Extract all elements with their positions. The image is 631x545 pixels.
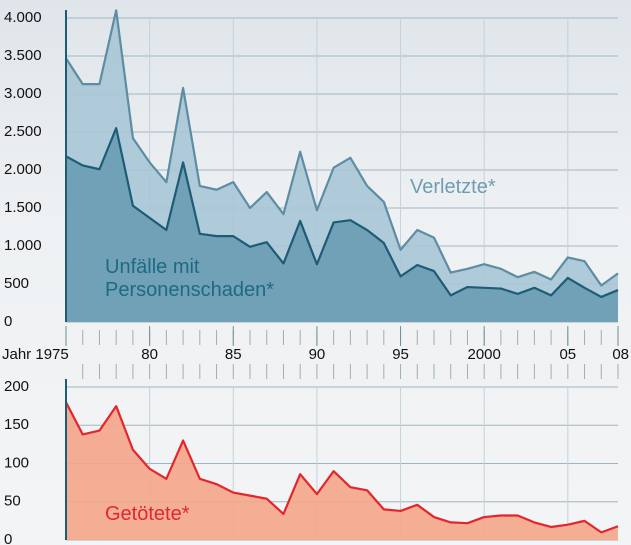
y-tick-label: 0 <box>4 531 12 545</box>
x-tick-label: 05 <box>559 346 576 363</box>
x-tick-label: 90 <box>309 346 326 363</box>
series-label: Verletzte* <box>410 176 560 199</box>
y-tick-label: 3.500 <box>4 47 42 64</box>
x-tick-label: 85 <box>225 346 242 363</box>
y-tick-label: 150 <box>4 416 29 433</box>
y-tick-label: 2.000 <box>4 161 42 178</box>
y-tick-label: 1.000 <box>4 237 42 254</box>
y-tick-label: 1.500 <box>4 199 42 216</box>
y-tick-label: 2.500 <box>4 123 42 140</box>
x-tick-label: 2000 <box>467 346 500 363</box>
y-tick-label: 50 <box>4 493 21 510</box>
x-tick-label: 08 <box>612 346 629 363</box>
series-label: Unfälle mit Personenschaden* <box>105 256 335 302</box>
series-label: Getötete* <box>105 503 255 526</box>
y-tick-label: 500 <box>4 275 29 292</box>
x-tick-label: 80 <box>141 346 158 363</box>
y-tick-label: 3.000 <box>4 85 42 102</box>
x-tick-label: Jahr 1975 <box>2 346 69 363</box>
x-tick-label: 95 <box>392 346 409 363</box>
y-tick-label: 0 <box>4 313 12 330</box>
y-tick-label: 4.000 <box>4 9 42 26</box>
y-tick-label: 100 <box>4 454 29 471</box>
page: 05001.0001.5002.0002.5003.0003.5004.000J… <box>0 0 631 545</box>
y-tick-label: 200 <box>4 378 29 395</box>
